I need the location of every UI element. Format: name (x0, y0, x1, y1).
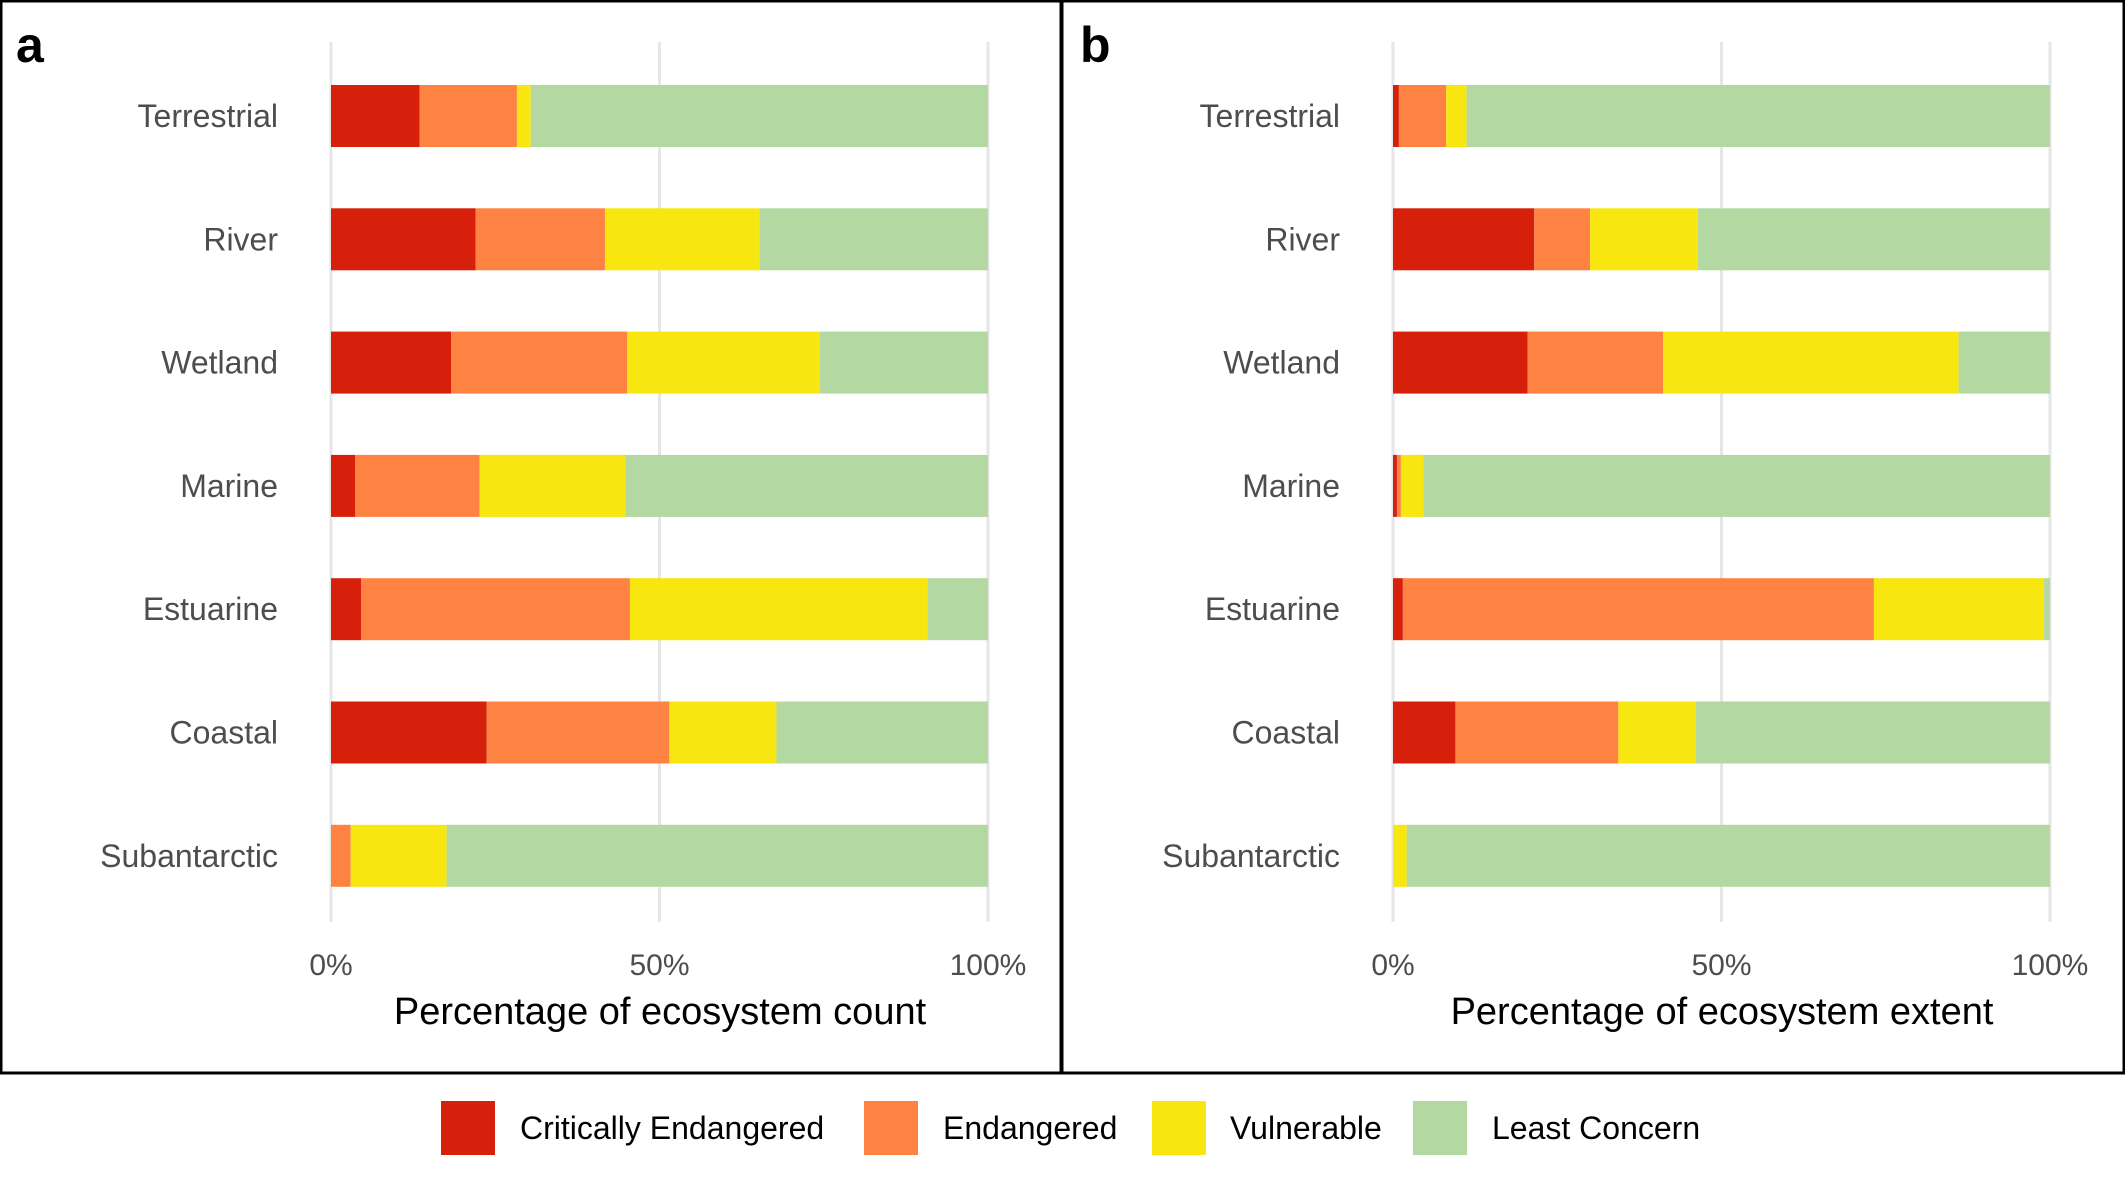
category-label: River (1265, 221, 1340, 257)
bar-segment (486, 701, 670, 764)
bar-segment (355, 454, 480, 517)
bar-segment (516, 85, 531, 147)
bar-segment (1590, 208, 1698, 271)
category-label: Estuarine (143, 591, 278, 627)
bar-segment (2044, 578, 2050, 641)
panel-b-chart: 0% 50% 100% Terrestrial River Wetland Marine Es… (1162, 42, 2088, 982)
bar-segment (1406, 824, 2050, 887)
x-tick-label: 0% (1371, 949, 1414, 982)
bar-segment (361, 578, 630, 641)
category-label: Wetland (1223, 345, 1340, 381)
bar-segment (759, 208, 988, 271)
bar-segment (475, 208, 605, 271)
bar-segment (1393, 85, 1399, 147)
bar-segment (331, 578, 362, 641)
legend-key (1413, 1101, 1467, 1155)
bar-segment (1618, 701, 1696, 764)
panel-a-chart: 0% 50% 100% Terrestrial River Wetland Marine Es… (100, 42, 1026, 982)
bar-segment (446, 824, 989, 887)
bar-segment (1423, 454, 2050, 517)
bar-segment (1958, 331, 2050, 394)
bar-segment (1393, 578, 1403, 641)
bar-segment (1663, 331, 1959, 394)
legend-label: Vulnerable (1230, 1110, 1382, 1146)
bar-segment (1534, 208, 1591, 271)
bar-segment (479, 454, 626, 517)
bar-segment (331, 701, 487, 764)
bar-segment (331, 85, 420, 147)
bar-segment (331, 208, 476, 271)
panel-b-frame (1060, 0, 2125, 1075)
bar-segment (1446, 85, 1467, 147)
panel-b-x-axis-title: Percentage of ecosystem extent (1451, 991, 1994, 1033)
category-label: Subantarctic (100, 838, 278, 874)
x-tick-label: 100% (2012, 949, 2089, 982)
bar-segment (1393, 824, 1407, 887)
category-label: Terrestrial (138, 98, 278, 134)
category-label: Marine (180, 468, 278, 504)
x-tick-label: 100% (950, 949, 1027, 982)
panel-a-x-axis-title: Percentage of ecosystem count (394, 991, 927, 1033)
legend-key (1152, 1101, 1206, 1155)
category-label: Terrestrial (1200, 98, 1340, 134)
bar-segment (1393, 331, 1528, 394)
bar-segment (350, 824, 447, 887)
category-label: Wetland (161, 345, 278, 381)
panel-b-letter: b (1080, 17, 1111, 73)
x-tick-label: 50% (629, 949, 689, 982)
bar-segment (604, 208, 760, 271)
legend-label: Endangered (943, 1110, 1117, 1146)
bar-segment (1398, 85, 1447, 147)
bar-segment (819, 331, 988, 394)
bar-segment (1393, 208, 1535, 271)
legend-key (864, 1101, 918, 1155)
bar-segment (1527, 331, 1664, 394)
legend: Critically Endangered Endangered Vulnerabl… (441, 1101, 1700, 1155)
bar-segment (451, 331, 628, 394)
bar-segment (1873, 578, 2045, 641)
bar-segment (629, 578, 928, 641)
category-label: Coastal (1232, 715, 1341, 751)
bar-segment (625, 454, 988, 517)
panel-a-letter: a (16, 17, 45, 73)
category-label: Estuarine (1205, 591, 1340, 627)
bar-segment (419, 85, 517, 147)
category-label: River (203, 221, 278, 257)
bar-segment (669, 701, 777, 764)
x-tick-label: 0% (309, 949, 352, 982)
bar-segment (1402, 578, 1874, 641)
bar-segment (1393, 701, 1456, 764)
legend-label: Least Concern (1492, 1110, 1700, 1146)
bar-segment (1697, 208, 2050, 271)
legend-key (441, 1101, 495, 1155)
bar-segment (927, 578, 988, 641)
bar-segment (1396, 454, 1401, 517)
category-label: Marine (1242, 468, 1340, 504)
bar-segment (331, 824, 351, 887)
bar-segment (331, 331, 452, 394)
bar-segment (1393, 454, 1397, 517)
bar-segment (627, 331, 820, 394)
category-label: Subantarctic (1162, 838, 1340, 874)
bar-segment (1695, 701, 2050, 764)
x-tick-label: 50% (1691, 949, 1751, 982)
bar-segment (530, 85, 988, 147)
bar-segment (1466, 85, 2050, 147)
panel-a-frame (0, 0, 1063, 1075)
bar-segment (331, 454, 356, 517)
bar-segment (1455, 701, 1619, 764)
category-label: Coastal (170, 715, 279, 751)
bar-segment (776, 701, 988, 764)
legend-label: Critically Endangered (520, 1110, 824, 1146)
bar-segment (1400, 454, 1424, 517)
